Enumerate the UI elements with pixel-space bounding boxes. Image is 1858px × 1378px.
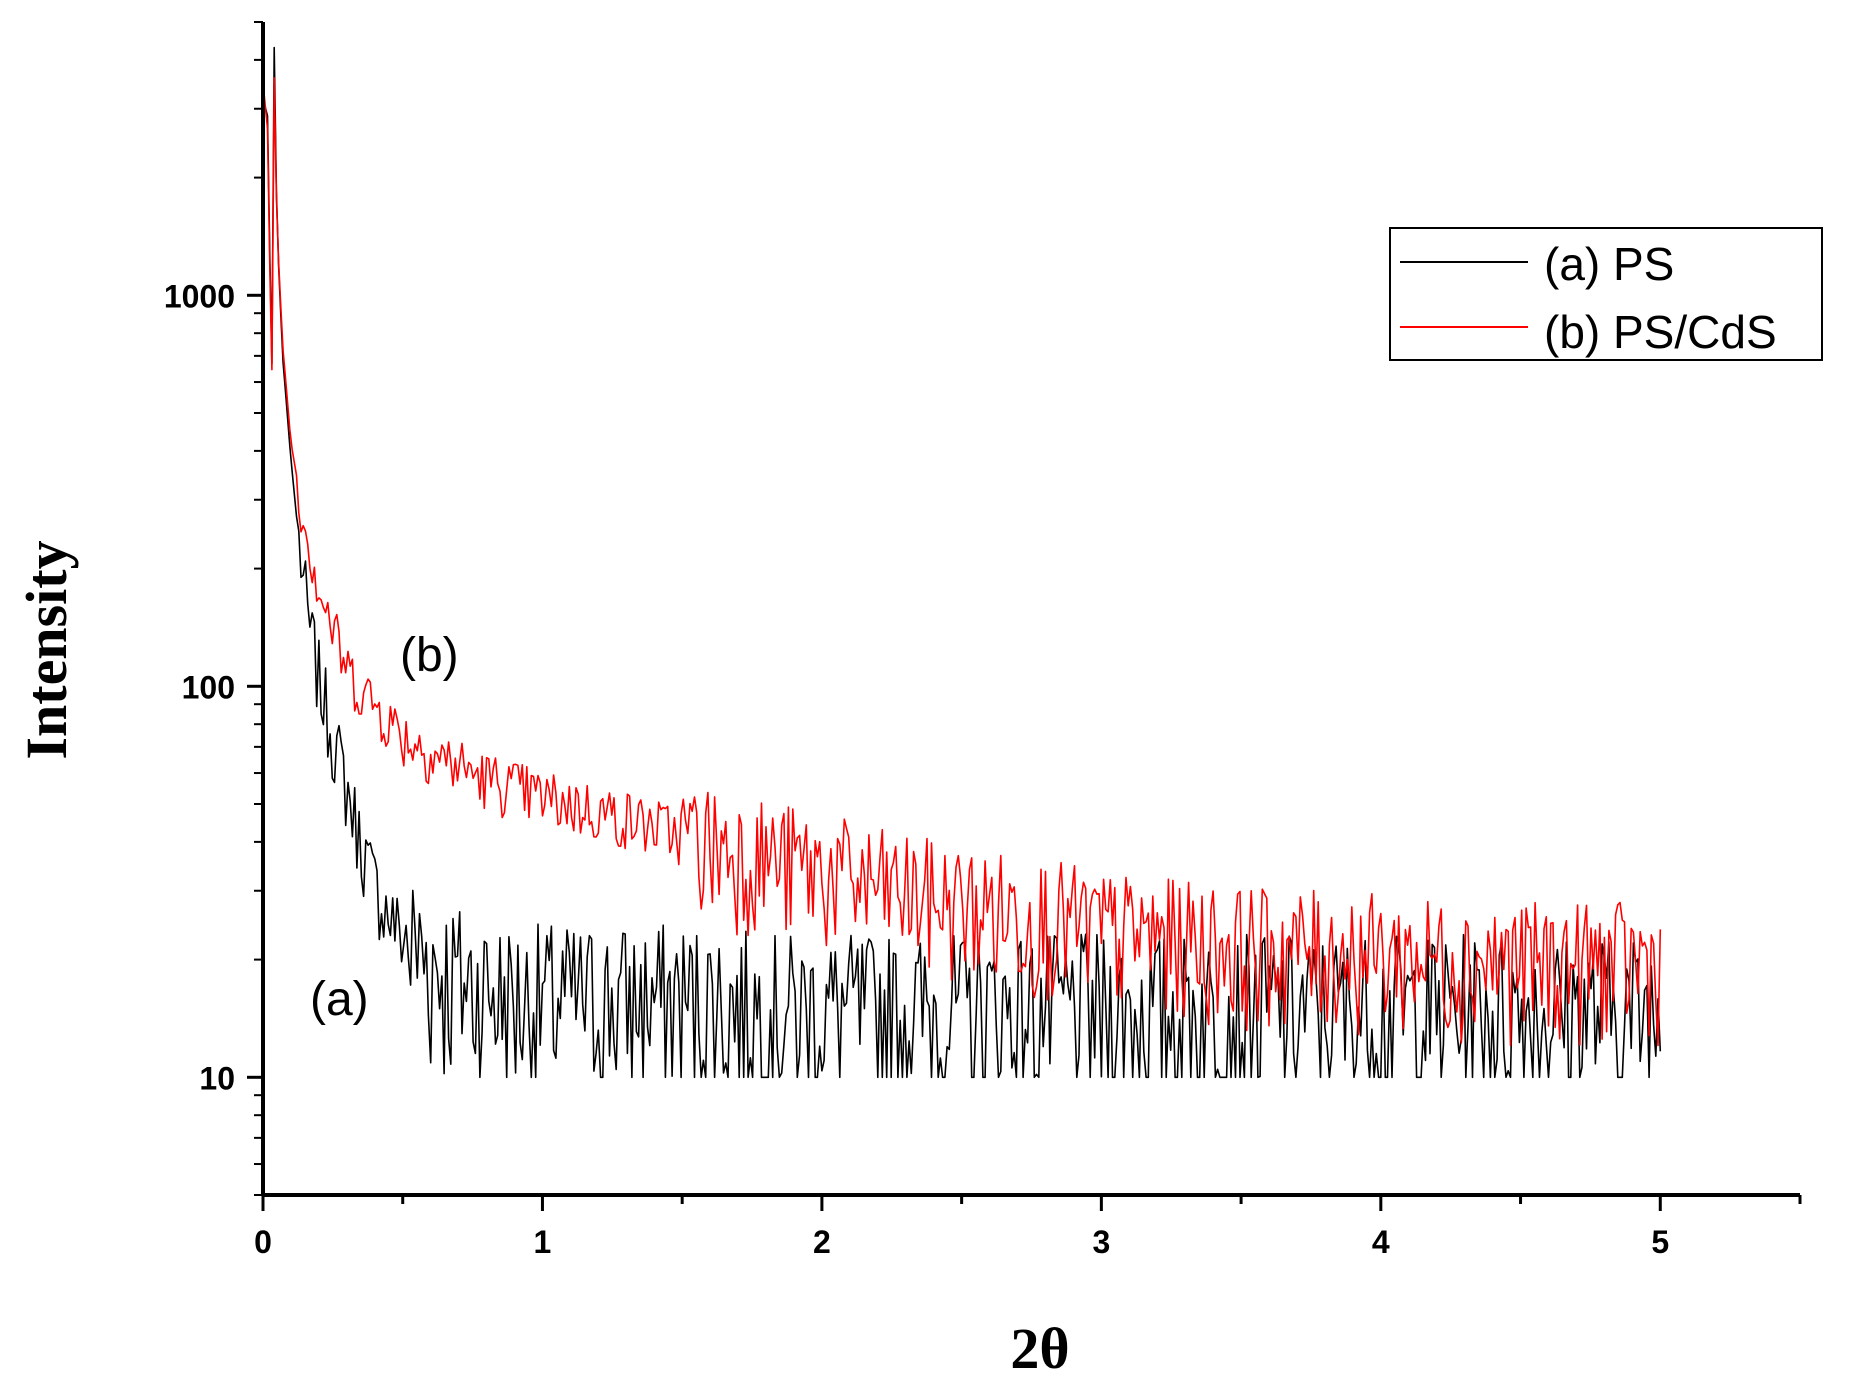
y-tick-label: 1000 [164,278,235,314]
y-tick-label: 100 [182,669,235,705]
x-ticks: 0 1 2 3 4 5 [254,1195,1802,1260]
legend: (a) PS (b) PS/CdS [1389,227,1823,361]
legend-label-a: (a) PS [1544,238,1674,290]
y-axis-title: Intensity [14,540,79,759]
x-tick-label: 4 [1372,1224,1390,1260]
x-tick-label: 5 [1651,1224,1669,1260]
series-layer [262,46,1662,1079]
legend-label-b: (b) PS/CdS [1544,306,1777,358]
x-tick-label: 1 [534,1224,552,1260]
series-a-line [262,46,1662,1079]
series-b-annotation: (b) [400,629,459,682]
y-tick-label: 10 [199,1060,235,1096]
legend-box [1389,227,1823,361]
y-ticks: 10 100 1000 [164,21,263,1196]
x-tick-label: 0 [254,1224,272,1260]
x-tick-label: 2 [813,1224,831,1260]
x-tick-label: 3 [1092,1224,1110,1260]
series-b-line [262,77,1662,1047]
x-axis-title: 2θ [1010,1316,1069,1378]
series-a-annotation: (a) [310,973,369,1026]
